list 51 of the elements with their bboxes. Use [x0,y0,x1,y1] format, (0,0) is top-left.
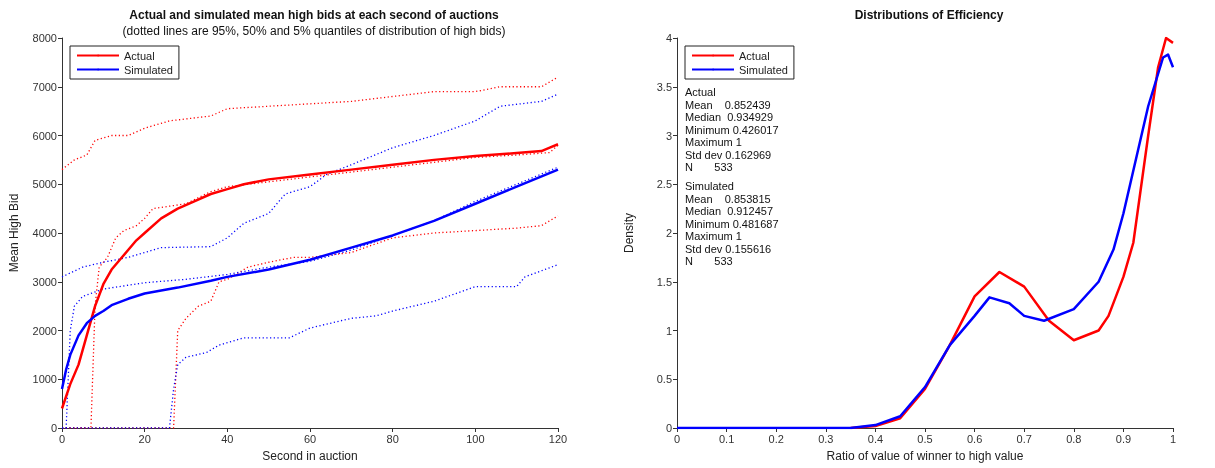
y-tick-label: 2000 [32,324,57,337]
y-tick-label: 1000 [32,373,57,386]
y-tick-label: 3.5 [656,80,672,93]
legend-label: Simulated [739,63,788,76]
legend-label: Actual [124,49,155,62]
y-tick-label: 2.5 [656,178,672,191]
chart-subtitle: (dotted lines are 95%, 50% and 5% quantiles of distribution of high bids) [122,24,506,38]
x-tick-label: 40 [221,432,234,445]
y-tick-label: 0 [665,422,672,434]
y-tick-label: 2 [665,227,672,239]
x-tick-label: 0.5 [917,432,933,445]
y-axis-title: Density [622,212,636,254]
y-tick-label: 4000 [32,227,57,239]
y-tick-label: 0 [50,422,57,434]
x-axis-title: Ratio of value of winner to high value [826,449,1024,463]
x-tick-label: 0.7 [1016,432,1032,445]
line-series [61,76,559,171]
y-tick-label: 3000 [32,275,57,288]
x-tick-label: 80 [386,432,399,445]
y-tick-label: 1 [665,324,672,337]
y-tick-label: 0.5 [656,373,672,386]
x-tick-label: 20 [138,432,151,445]
x-tick-label: 0.4 [867,432,884,445]
x-tick-label: 0 [58,432,66,445]
y-tick-label: 8000 [32,32,57,44]
y-tick-label: 6000 [32,129,57,142]
line-series [61,93,559,278]
y-tick-label: 3 [665,129,672,142]
x-tick-label: 0.8 [1066,432,1082,445]
x-tick-label: 0.2 [768,432,784,445]
x-tick-label: 0.6 [966,432,983,445]
chart-title: Distributions of Efficiency [854,8,1004,22]
x-tick-label: 0.9 [1115,432,1132,445]
y-tick-label: 1.5 [656,275,672,288]
x-tick-label: 120 [548,432,568,445]
x-tick-label: 0.3 [818,432,834,445]
y-tick-label: 5000 [32,178,57,191]
y-axis-title: Mean High Bid [7,193,21,273]
annotation: Simulated Mean 0.853815 Median 0.912457 Minimum 0.481687 Maximum 1 Std dev 0.155616 N 533 [685,180,779,268]
x-tick-label: 100 [466,432,485,445]
legend-label: Actual [739,49,770,62]
x-tick-label: 60 [303,432,317,445]
x-tick-label: 0.1 [718,432,735,445]
legend-label: Simulated [124,63,173,76]
y-tick-label: 7000 [32,80,57,93]
annotation: Actual Mean 0.852439 Median 0.934929 Minimum 0.426017 Maximum 1 Std dev 0.162969 N 533 [685,86,779,174]
x-tick-label: 0 [673,432,681,445]
chart-title: Actual and simulated mean high bids at each second of auctions [129,8,500,22]
y-tick-label: 4 [665,32,672,44]
x-axis-title: Second in auction [262,449,358,463]
x-tick-label: 1 [1169,432,1177,445]
